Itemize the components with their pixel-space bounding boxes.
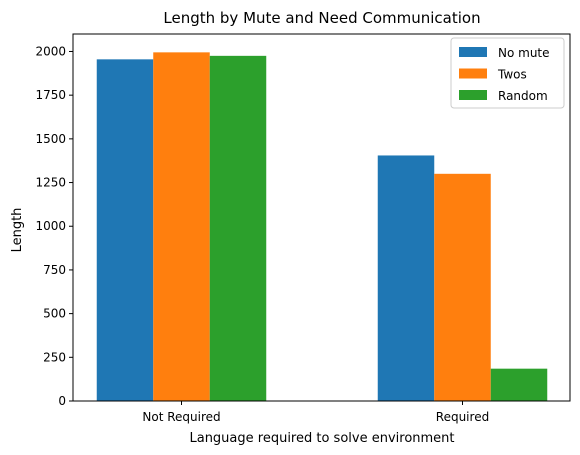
x-tick-label: Not Required — [142, 410, 220, 424]
y-tick-label: 1250 — [35, 176, 66, 190]
x-axis-label: Language required to solve environment — [189, 431, 454, 446]
legend-label: Random — [498, 89, 548, 103]
legend-label: Twos — [497, 68, 527, 82]
y-tick-label: 750 — [43, 263, 66, 277]
legend-swatch — [459, 47, 487, 57]
bar-no-mute-not-required — [97, 59, 154, 401]
bar-random-not-required — [210, 56, 267, 401]
y-axis-label: Length — [10, 208, 25, 253]
y-axis: 0 250 500 750 1000 1250 1500 1750 2000 — [35, 44, 73, 408]
bar-no-mute-required — [378, 155, 435, 401]
y-tick-label: 1500 — [35, 132, 66, 146]
legend-swatch — [459, 90, 487, 100]
bar-twos-required — [434, 174, 491, 401]
y-tick-label: 500 — [43, 307, 66, 321]
y-tick-label: 0 — [58, 394, 66, 408]
y-tick-label: 2000 — [35, 44, 66, 58]
chart-title: Length by Mute and Need Communication — [163, 9, 480, 27]
legend-swatch — [459, 69, 487, 79]
y-tick-label: 250 — [43, 350, 66, 364]
bar-twos-not-required — [153, 52, 210, 401]
legend: No mute Twos Random — [451, 38, 564, 108]
y-tick-label: 1750 — [35, 88, 66, 102]
y-tick-label: 1000 — [35, 219, 66, 233]
bar-random-required — [491, 369, 548, 401]
x-axis: Not Required Required — [142, 401, 489, 424]
legend-label: No mute — [498, 46, 550, 60]
x-tick-label: Required — [436, 410, 489, 424]
